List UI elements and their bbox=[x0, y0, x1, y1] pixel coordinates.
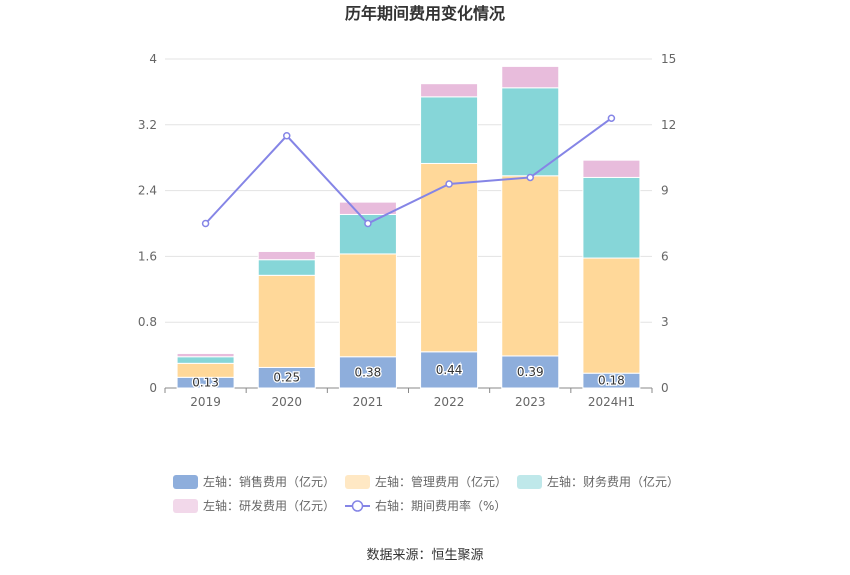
legend-item[interactable]: 左轴：财务费用（亿元） bbox=[517, 474, 679, 489]
left-tick-label: 3.2 bbox=[138, 118, 157, 132]
x-tick-label: 2023 bbox=[515, 395, 546, 409]
legend-label: 左轴：销售费用（亿元） bbox=[203, 474, 335, 489]
rate-line bbox=[201, 114, 616, 228]
left-tick-label: 2.4 bbox=[138, 184, 157, 198]
legend-label: 右轴：期间费用率（%） bbox=[375, 498, 506, 513]
left-tick-label: 0.8 bbox=[138, 315, 157, 329]
bar-segment bbox=[338, 356, 397, 389]
data-label: 0.13 bbox=[192, 376, 219, 390]
legend-swatch bbox=[345, 475, 370, 489]
legend[interactable]: 左轴：销售费用（亿元） 左轴：管理费用（亿元） 左轴：财务费用（亿元） 左轴：研发费用… bbox=[173, 474, 679, 513]
left-axis: 0 0.8 1.6 2.4 3.2 4 bbox=[138, 52, 157, 395]
bar-segment bbox=[176, 352, 235, 358]
left-tick-label: 1.6 bbox=[138, 249, 157, 263]
legend-item[interactable]: 右轴：期间费用率（%） bbox=[345, 498, 506, 513]
data-label: 0.38 bbox=[355, 365, 382, 379]
x-axis: 2019 2020 2021 2022 2023 2024H1 bbox=[164, 388, 653, 409]
x-tick-label: 2021 bbox=[353, 395, 384, 409]
bar-segment bbox=[257, 274, 316, 368]
right-tick-label: 6 bbox=[661, 249, 669, 263]
bar-segment bbox=[420, 351, 479, 389]
bar-segment bbox=[420, 162, 479, 353]
data-label: 0.18 bbox=[598, 374, 625, 388]
rate-line-path bbox=[204, 117, 613, 225]
legend-swatch bbox=[517, 475, 542, 489]
legend-item[interactable]: 左轴：研发费用（亿元） bbox=[173, 498, 335, 513]
x-tick-label: 2019 bbox=[190, 395, 221, 409]
bar-segment bbox=[582, 257, 641, 374]
bar-segment bbox=[257, 250, 316, 261]
left-tick-label: 0 bbox=[149, 381, 157, 395]
rate-point bbox=[201, 219, 210, 228]
source-note: 数据来源：恒生聚源 bbox=[366, 548, 483, 563]
data-label: 0.44 bbox=[436, 363, 463, 377]
legend-swatch bbox=[173, 475, 198, 489]
rate-point bbox=[283, 132, 291, 140]
legend-item[interactable]: 左轴：管理费用（亿元） bbox=[345, 474, 507, 489]
right-tick-label: 12 bbox=[661, 118, 676, 132]
legend-marker bbox=[351, 500, 364, 512]
data-label: 0.39 bbox=[517, 365, 544, 379]
rate-point bbox=[364, 219, 372, 228]
bar-segment bbox=[176, 362, 235, 378]
legend-item[interactable]: 左轴：销售费用（亿元） bbox=[173, 474, 335, 489]
rate-point bbox=[607, 114, 616, 122]
right-axis: 0 3 6 9 12 15 bbox=[661, 52, 676, 395]
rate-point bbox=[526, 173, 534, 182]
bar-segment bbox=[338, 201, 397, 215]
x-tick-label: 2022 bbox=[434, 395, 465, 409]
chart-title: 历年期间费用变化情况 bbox=[345, 4, 505, 23]
right-tick-label: 9 bbox=[661, 184, 669, 198]
bar-segment bbox=[501, 175, 560, 357]
bar-segment bbox=[582, 159, 641, 178]
legend-label: 左轴：管理费用（亿元） bbox=[375, 474, 507, 489]
data-label: 0.25 bbox=[273, 371, 300, 385]
bar-segment bbox=[176, 356, 235, 364]
bar-segment bbox=[582, 176, 641, 259]
right-tick-label: 0 bbox=[661, 381, 669, 395]
bar-segment bbox=[420, 96, 479, 164]
legend-label: 左轴：研发费用（亿元） bbox=[203, 498, 335, 513]
rate-point bbox=[445, 180, 453, 188]
bar-segment bbox=[501, 355, 560, 389]
right-tick-label: 3 bbox=[661, 315, 669, 329]
legend-label: 左轴：财务费用（亿元） bbox=[547, 474, 679, 489]
x-tick-label: 2020 bbox=[271, 395, 302, 409]
bar-segment bbox=[501, 65, 560, 89]
bar-segment bbox=[257, 259, 316, 276]
bar-segment bbox=[501, 87, 560, 177]
grid bbox=[165, 58, 652, 389]
bar-segment bbox=[420, 83, 479, 98]
legend-swatch bbox=[173, 499, 198, 513]
x-tick-label: 2024H1 bbox=[588, 395, 635, 409]
right-tick-label: 15 bbox=[661, 52, 676, 66]
left-tick-label: 4 bbox=[149, 52, 157, 66]
bar-segment bbox=[338, 253, 397, 358]
bars: 0.13 0.25 0.38 0.44 0.39 0.18 bbox=[176, 65, 641, 391]
